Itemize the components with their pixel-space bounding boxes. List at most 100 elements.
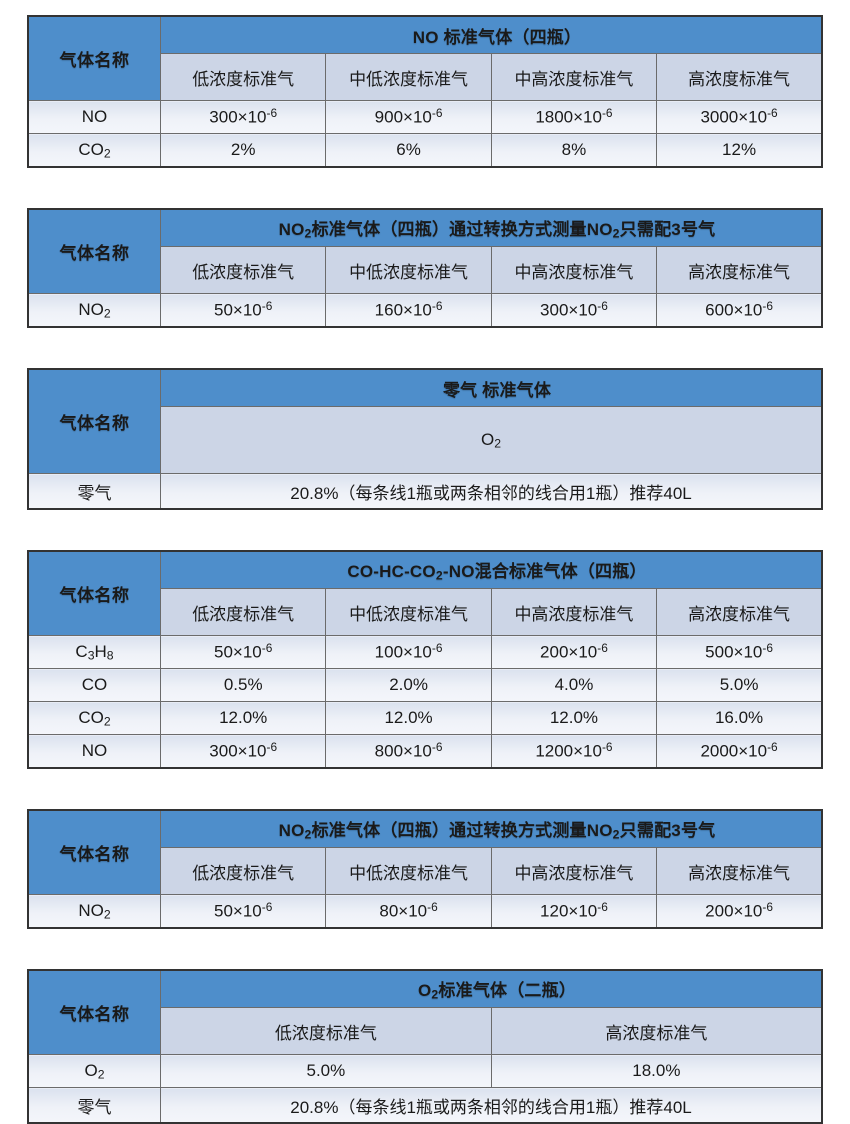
gas-name-header: 气体名称 xyxy=(27,15,161,101)
row-label: NO2 xyxy=(27,894,161,929)
cell-value: 160×10-6 xyxy=(325,293,492,328)
title-row: 气体名称 NO2标准气体（四瓶）通过转换方式测量NO2只需配3号气 xyxy=(27,208,823,294)
column-header-2: 中低浓度标准气 xyxy=(325,246,492,294)
column-header-1: 低浓度标准气 xyxy=(159,246,327,294)
row-label: 零气 xyxy=(27,473,161,510)
title-row: 气体名称 零气 标准气体 xyxy=(27,368,823,474)
cell-value: 300×10-6 xyxy=(490,293,658,328)
cell-value: 300×10-6 xyxy=(159,100,327,134)
cell-value: 6% xyxy=(325,133,492,168)
column-header-3: 中高浓度标准气 xyxy=(490,246,658,294)
gas-name-header: 气体名称 xyxy=(27,208,161,294)
cell-value: 1800×10-6 xyxy=(490,100,658,134)
table-title: 零气 标准气体 xyxy=(160,368,823,407)
cell-value: 8% xyxy=(490,133,658,168)
column-header-2: 中低浓度标准气 xyxy=(325,847,492,895)
cell-value: 18.0% xyxy=(490,1054,823,1088)
gas-table-o2-standard-gas: 气体名称 O2标准气体（二瓶） 低浓度标准气 高浓度标准气 O2 5.0% 18.0% 零气 2… xyxy=(27,969,823,1124)
cell-value: 16.0% xyxy=(656,701,823,735)
gas-table-zero-gas: 气体名称 零气 标准气体 O2 零气 20.8%（每条线1瓶或两条相邻的线合用1瓶）推荐… xyxy=(27,368,823,510)
subheader-row: 低浓度标准气 中低浓度标准气 中高浓度标准气 高浓度标准气 xyxy=(28,246,823,294)
table-title: CO-HC-CO2-NO混合标准气体（四瓶） xyxy=(160,550,823,589)
row-label: O2 xyxy=(27,1054,161,1088)
cell-value: 2000×10-6 xyxy=(656,734,823,769)
column-header-2: 高浓度标准气 xyxy=(490,1007,823,1055)
row-label: NO xyxy=(27,734,161,769)
title-row: 气体名称 O2标准气体（二瓶） xyxy=(27,969,823,1055)
cell-value: 100×10-6 xyxy=(325,635,492,669)
cell-value: 1200×10-6 xyxy=(490,734,658,769)
gas-table-co-hc-co2-no-mixed: 气体名称 CO-HC-CO2-NO混合标准气体（四瓶） 低浓度标准气 中低浓度标准气中… xyxy=(27,550,823,769)
cell-value: 900×10-6 xyxy=(325,100,492,134)
cell-value: 3000×10-6 xyxy=(656,100,823,134)
cell-value: 12.0% xyxy=(325,701,492,735)
cell-value: 80×10-6 xyxy=(325,894,492,929)
title-row: 气体名称 NO2标准气体（四瓶）通过转换方式测量NO2只需配3号气 xyxy=(27,809,823,895)
column-header-3: 中高浓度标准气 xyxy=(490,53,658,101)
row-label: CO2 xyxy=(27,701,161,735)
gas-name-header: 气体名称 xyxy=(27,969,161,1055)
cell-value: 120×10-6 xyxy=(490,894,658,929)
cell-value: 600×10-6 xyxy=(656,293,823,328)
cell-value: 2% xyxy=(159,133,327,168)
table-row: CO 0.5% 2.0% 4.0% 5.0% xyxy=(27,668,823,702)
column-header-1: 低浓度标准气 xyxy=(159,588,327,636)
table-title: O2标准气体（二瓶） xyxy=(160,969,823,1008)
subheader-row: 低浓度标准气 中低浓度标准气 中高浓度标准气 高浓度标准气 xyxy=(28,847,823,895)
tables-container: 气体名称 NO 标准气体（四瓶） 低浓度标准气 中低浓度标准气 中高浓度标准气 高浓度标准… xyxy=(27,15,823,1124)
table-row: NO 300×10-6 900×10-6 1800×10-6 3000×10-6 xyxy=(27,100,823,134)
column-header-2: 中低浓度标准气 xyxy=(325,588,492,636)
cell-value: 5.0% xyxy=(160,1054,492,1088)
column-header-3: 中高浓度标准气 xyxy=(490,847,658,895)
column-header-4: 高浓度标准气 xyxy=(656,847,823,895)
gas-name-header: 气体名称 xyxy=(27,368,161,474)
row-label: 零气 xyxy=(27,1087,161,1124)
table-row: NO2 50×10-6 160×10-6 300×10-6 600×10-6 xyxy=(27,293,823,328)
table-row: NO 300×10-6 800×10-6 1200×10-6 2000×10-6 xyxy=(27,734,823,769)
cell-value: 4.0% xyxy=(490,668,658,702)
cell-value: 5.0% xyxy=(656,668,823,702)
cell-value: 12% xyxy=(656,133,823,168)
cell-value: 50×10-6 xyxy=(159,894,327,929)
column-header-4: 高浓度标准气 xyxy=(656,53,823,101)
column-header-1: 低浓度标准气 xyxy=(160,1007,492,1055)
cell-value: 800×10-6 xyxy=(325,734,492,769)
table-row: CO2 2% 6% 8% 12% xyxy=(27,133,823,168)
row-label: NO xyxy=(27,100,161,134)
gas-name-header: 气体名称 xyxy=(27,550,161,636)
table-row: O2 5.0% 18.0% xyxy=(27,1054,823,1088)
table-row: C3H8 50×10-6 100×10-6 200×10-6 500×10-6 xyxy=(27,635,823,669)
table-title: NO 标准气体（四瓶） xyxy=(160,15,823,54)
column-header-4: 高浓度标准气 xyxy=(656,246,823,294)
cell-value: 200×10-6 xyxy=(490,635,658,669)
row-note: 20.8%（每条线1瓶或两条相邻的线合用1瓶）推荐40L xyxy=(160,473,823,510)
cell-value: 12.0% xyxy=(159,701,327,735)
row-label: CO2 xyxy=(27,133,161,168)
cell-value: 12.0% xyxy=(490,701,658,735)
column-header-2: 中低浓度标准气 xyxy=(325,53,492,101)
row-label: NO2 xyxy=(27,293,161,328)
subheader-row: 低浓度标准气 高浓度标准气 xyxy=(28,1007,823,1055)
subheader-row: O2 xyxy=(28,406,823,474)
column-header-1: 低浓度标准气 xyxy=(159,53,327,101)
column-header-3: 中高浓度标准气 xyxy=(490,588,658,636)
cell-value: 0.5% xyxy=(159,668,327,702)
gas-table-no-standard-gas: 气体名称 NO 标准气体（四瓶） 低浓度标准气 中低浓度标准气 中高浓度标准气 高浓度标准… xyxy=(27,15,823,168)
row-note: 20.8%（每条线1瓶或两条相邻的线合用1瓶）推荐40L xyxy=(160,1087,823,1124)
table-row: 零气 20.8%（每条线1瓶或两条相邻的线合用1瓶）推荐40L xyxy=(27,1087,823,1124)
gas-table-no2-standard-gas-a: 气体名称 NO2标准气体（四瓶）通过转换方式测量NO2只需配3号气 低浓度标准气 中低… xyxy=(27,208,823,328)
cell-value: 300×10-6 xyxy=(159,734,327,769)
merged-subheader-o2: O2 xyxy=(160,406,823,474)
table-row: NO2 50×10-6 80×10-6 120×10-6 200×10-6 xyxy=(27,894,823,929)
table-row: 零气 20.8%（每条线1瓶或两条相邻的线合用1瓶）推荐40L xyxy=(27,473,823,510)
row-label: CO xyxy=(27,668,161,702)
column-header-1: 低浓度标准气 xyxy=(159,847,327,895)
cell-value: 2.0% xyxy=(325,668,492,702)
cell-value: 200×10-6 xyxy=(656,894,823,929)
gas-name-header: 气体名称 xyxy=(27,809,161,895)
column-header-4: 高浓度标准气 xyxy=(656,588,823,636)
table-row: CO2 12.0% 12.0% 12.0% 16.0% xyxy=(27,701,823,735)
table-title: NO2标准气体（四瓶）通过转换方式测量NO2只需配3号气 xyxy=(160,208,823,247)
row-label: C3H8 xyxy=(27,635,161,669)
